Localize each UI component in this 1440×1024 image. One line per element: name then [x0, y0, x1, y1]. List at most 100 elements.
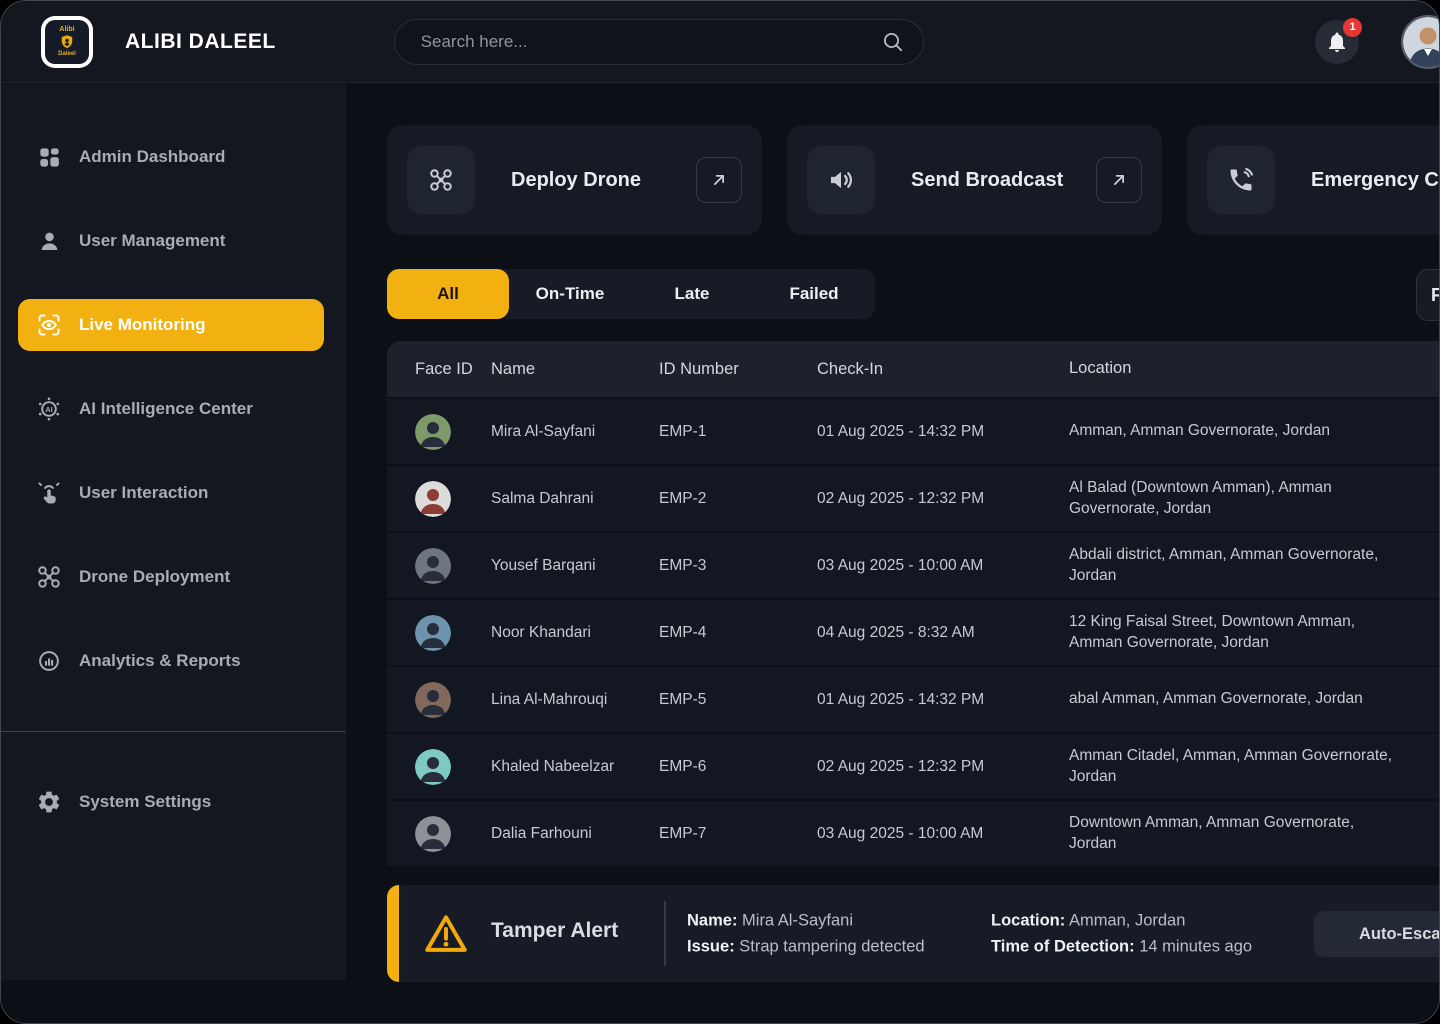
grid-icon [36, 144, 62, 170]
cell-id-number: EMP-6 [659, 757, 707, 775]
sidebar-item-label: System Settings [79, 792, 212, 811]
open-action-button[interactable] [1096, 157, 1142, 203]
megaphone-icon [807, 146, 875, 214]
filter-tab-label: Failed [789, 284, 839, 303]
open-action-button[interactable] [696, 157, 742, 203]
cell-location: 12 King Faisal Street, Downtown Amman, A… [1069, 613, 1356, 651]
arrow-up-right-icon [1114, 175, 1124, 185]
column-header-check-in: Check-In [817, 359, 884, 378]
cell-location: Abdali district, Amman, Amman Governorat… [1069, 546, 1379, 584]
filter-tab-failed[interactable]: Failed [753, 269, 875, 319]
alert-time-line: Time of Detection: 14 minutes ago [991, 937, 1253, 955]
filter-tab-late[interactable]: Late [631, 269, 753, 319]
cell-check-in: 01 Aug 2025 - 14:32 PM [817, 422, 985, 440]
logo-text-bottom: Daleel [58, 50, 76, 57]
topbar: Alibi Daleel ALIBI DALEEL 1 [1, 1, 1439, 83]
status-filter-tabs: All On-Time Late Failed [387, 269, 875, 319]
sidebar-item-drone-deployment[interactable]: Drone Deployment [18, 551, 324, 603]
cell-check-in: 03 Aug 2025 - 10:00 AM [817, 824, 984, 842]
sidebar-item-label: Admin Dashboard [79, 147, 226, 166]
search-bar[interactable] [393, 18, 924, 65]
svg-text:AI: AI [45, 405, 53, 414]
cell-name: Yousef Barqani [491, 556, 596, 574]
notification-badge: 1 [1343, 17, 1362, 37]
action-card-send-broadcast[interactable]: Send Broadcast [787, 125, 1162, 235]
sidebar-item-analytics-reports[interactable]: Analytics & Reports [18, 635, 324, 687]
face-id-avatar [415, 748, 491, 785]
filter-tab-on-time[interactable]: On-Time [509, 269, 631, 319]
face-id-avatar [415, 547, 491, 584]
cell-id-number: EMP-7 [659, 824, 707, 842]
notifications-button[interactable]: 1 [1315, 17, 1362, 64]
cell-name: Khaled Nabeelzar [491, 757, 615, 775]
alert-name-line: Name: Mira Al-Sayfani [687, 911, 853, 929]
column-header-id-number: ID Number [659, 359, 739, 378]
tamper-alert-panel: Tamper Alert Name: Mira Al-Sayfani Issue… [387, 885, 1440, 982]
table-row-emp-5[interactable]: Lina Al-Mahrouqi EMP-5 01 Aug 2025 - 14:… [387, 665, 1439, 732]
action-card-label: Deploy Drone [511, 168, 642, 191]
cell-check-in: 02 Aug 2025 - 12:32 PM [817, 489, 985, 507]
action-card-emergency-call[interactable]: Emergency Call [1187, 125, 1439, 235]
filter-tab-label: All [437, 284, 459, 303]
sidebar-item-system-settings[interactable]: System Settings [18, 776, 324, 828]
cell-location: Amman, Amman Governorate, Jordan [1069, 422, 1331, 440]
cell-check-in: 04 Aug 2025 - 8:32 AM [817, 623, 975, 641]
sidebar-item-live-monitoring[interactable]: Live Monitoring [18, 299, 324, 351]
search-input[interactable] [418, 30, 881, 53]
sidebar-footer-nav: System Settings [1, 776, 346, 860]
user-avatar[interactable] [1401, 14, 1439, 69]
filter-button-label: F [1431, 285, 1439, 306]
table-row-emp-1[interactable]: Mira Al-Sayfani EMP-1 01 Aug 2025 - 14:3… [387, 397, 1439, 464]
face-id-avatar [415, 413, 491, 450]
table-row-emp-7[interactable]: Dalia Farhouni EMP-7 03 Aug 2025 - 10:00… [387, 799, 1439, 866]
cell-id-number: EMP-4 [659, 623, 707, 641]
action-card-label: Emergency Call [1311, 168, 1439, 191]
page-title: ALIBI DALEEL [125, 29, 276, 53]
cell-location: Al Balad (Downtown Amman), Amman Governo… [1069, 479, 1332, 517]
search-icon[interactable] [881, 30, 905, 54]
table-row-emp-3[interactable]: Yousef Barqani EMP-3 03 Aug 2025 - 10:00… [387, 531, 1439, 598]
user-icon [36, 228, 62, 254]
ai-icon: AI [36, 396, 62, 422]
cell-name: Noor Khandari [491, 623, 591, 641]
cell-id-number: EMP-2 [659, 489, 707, 507]
action-card-deploy-drone[interactable]: Deploy Drone [387, 125, 762, 235]
auto-escalate-button[interactable]: Auto-Escalate [1314, 911, 1440, 957]
sidebar-item-label: Analytics & Reports [79, 651, 241, 670]
alert-title: Tamper Alert [491, 919, 619, 942]
sidebar-item-admin-dashboard[interactable]: Admin Dashboard [18, 131, 324, 183]
cell-check-in: 02 Aug 2025 - 12:32 PM [817, 757, 985, 775]
sidebar-item-user-management[interactable]: User Management [18, 215, 324, 267]
table-row-emp-4[interactable]: Noor Khandari EMP-4 04 Aug 2025 - 8:32 A… [387, 598, 1439, 665]
touch-icon [36, 480, 62, 506]
face-id-avatar [415, 480, 491, 517]
cell-name: Dalia Farhouni [491, 824, 592, 842]
arrow-up-right-icon [714, 175, 724, 185]
gear-icon [36, 789, 62, 815]
table-row-emp-6[interactable]: Khaled Nabeelzar EMP-6 02 Aug 2025 - 12:… [387, 732, 1439, 799]
filter-tab-all[interactable]: All [387, 269, 509, 319]
cell-location: abal Amman, Amman Governorate, Jordan [1069, 690, 1363, 708]
table-row-emp-2[interactable]: Salma Dahrani EMP-2 02 Aug 2025 - 12:32 … [387, 464, 1439, 531]
face-id-avatar [415, 815, 491, 852]
alert-accent-bar [387, 885, 399, 982]
app-logo: Alibi Daleel [41, 15, 93, 68]
sidebar-item-ai-intelligence-center[interactable]: AI AI Intelligence Center [18, 383, 324, 435]
alert-divider [664, 901, 666, 966]
filter-tab-label: Late [674, 284, 710, 303]
sidebar-item-user-interaction[interactable]: User Interaction [18, 467, 324, 519]
sidebar-item-label: AI Intelligence Center [79, 399, 253, 418]
filter-button[interactable]: F [1416, 269, 1439, 321]
quick-actions: Deploy Drone Send Broadcast Emergency Ca… [387, 125, 1439, 235]
sidebar-item-label: User Management [79, 231, 226, 250]
column-header-location: Location [1069, 359, 1132, 378]
alert-details-right: Location: Amman, Jordan Time of Detectio… [991, 911, 1252, 956]
sidebar-nav: Admin Dashboard User Management Live Mon… [1, 131, 346, 719]
attendance-table: Face ID Name ID Number Check-In Location… [387, 341, 1439, 866]
sidebar: Admin Dashboard User Management Live Mon… [1, 84, 346, 980]
face-id-avatar [415, 681, 491, 718]
drone-icon [36, 564, 62, 590]
auto-escalate-label: Auto-Escalate [1358, 924, 1440, 943]
column-header-name: Name [491, 359, 536, 378]
